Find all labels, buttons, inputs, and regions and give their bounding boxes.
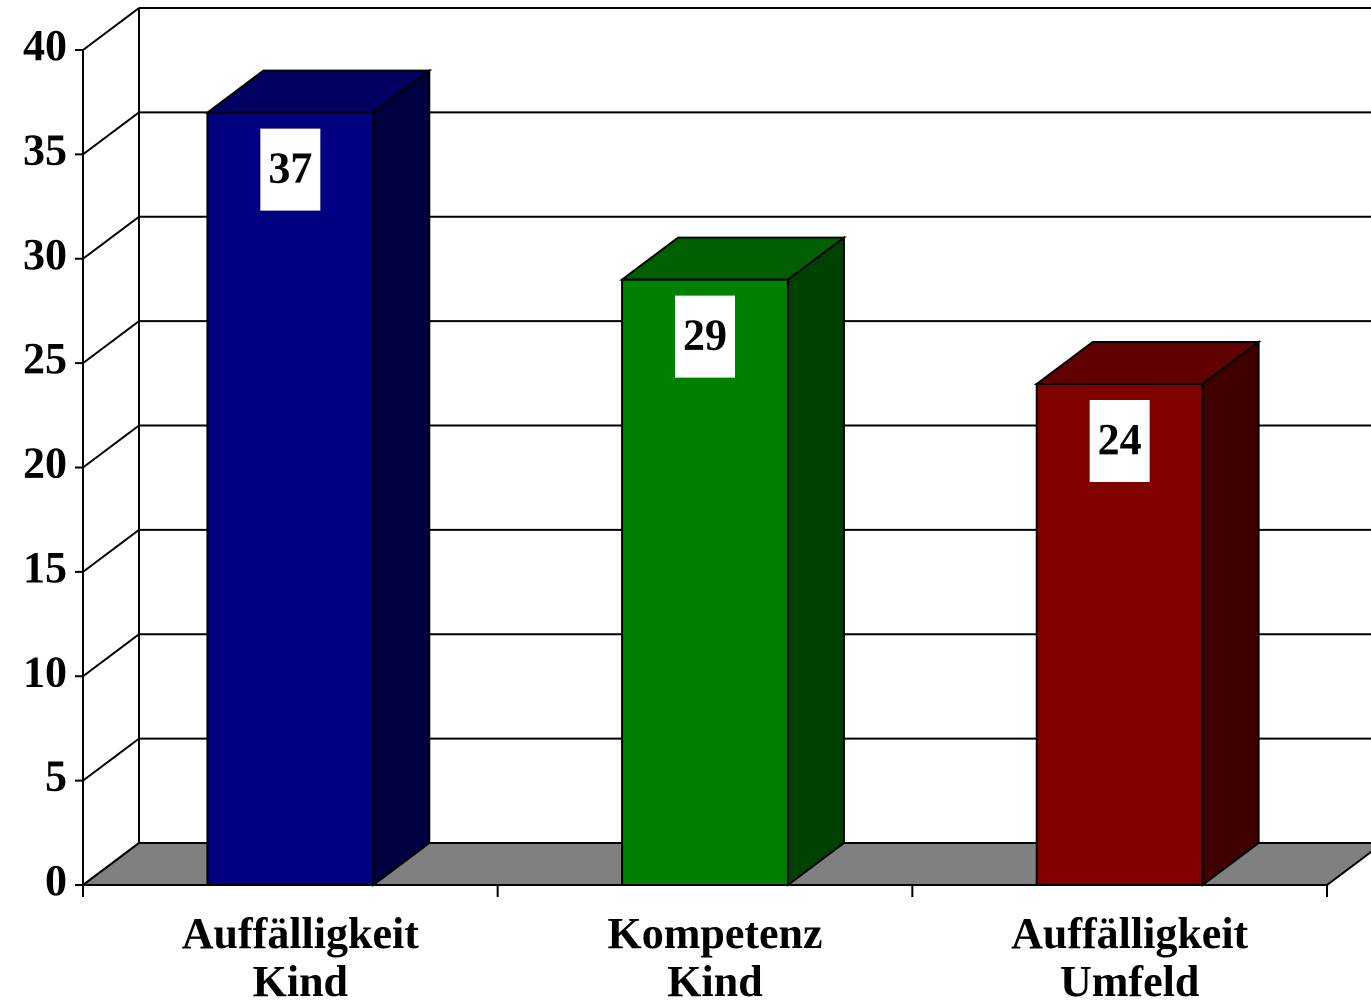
x-tick-label: Kind: [667, 957, 762, 1005]
grid-line-side: [82, 529, 140, 573]
y-tick-label: 10: [23, 647, 67, 696]
value-label: 24: [1098, 415, 1142, 464]
grid-line-side: [82, 842, 140, 886]
y-tick-label: 20: [23, 439, 67, 488]
y-tick-label: 25: [23, 334, 67, 383]
y-tick-label: 30: [23, 230, 67, 279]
value-label: 37: [268, 144, 312, 193]
bar: [621, 278, 789, 886]
x-tick-label: Umfeld: [1060, 957, 1199, 1005]
y-tick-label: 40: [23, 21, 67, 70]
y-tick-label: 5: [45, 752, 67, 801]
bar: [206, 111, 375, 886]
grid-line-side: [82, 424, 140, 469]
grid-line-side: [82, 737, 140, 782]
bar-side: [786, 235, 845, 887]
y-tick-label: 35: [23, 125, 67, 174]
bar-side: [372, 68, 431, 887]
grid-line-side: [82, 7, 140, 51]
value-label-box: [1089, 400, 1150, 482]
grid-line-side: [82, 320, 140, 364]
bar-side: [1201, 340, 1260, 887]
x-tick-label: Kind: [253, 957, 348, 1005]
x-tick-label: Auffälligkeit: [182, 909, 419, 958]
value-label-box: [260, 128, 321, 211]
value-label: 29: [683, 311, 727, 360]
grid-line-side: [82, 111, 140, 156]
x-tick-label: Auffälligkeit: [1011, 909, 1248, 958]
y-tick-label: 15: [23, 543, 67, 592]
x-tick-label: Kompetenz: [607, 909, 822, 958]
y-tick-label: 0: [45, 856, 67, 905]
value-label-box: [675, 295, 735, 378]
grid-line-side: [82, 215, 140, 260]
grid-line-side: [82, 633, 140, 678]
